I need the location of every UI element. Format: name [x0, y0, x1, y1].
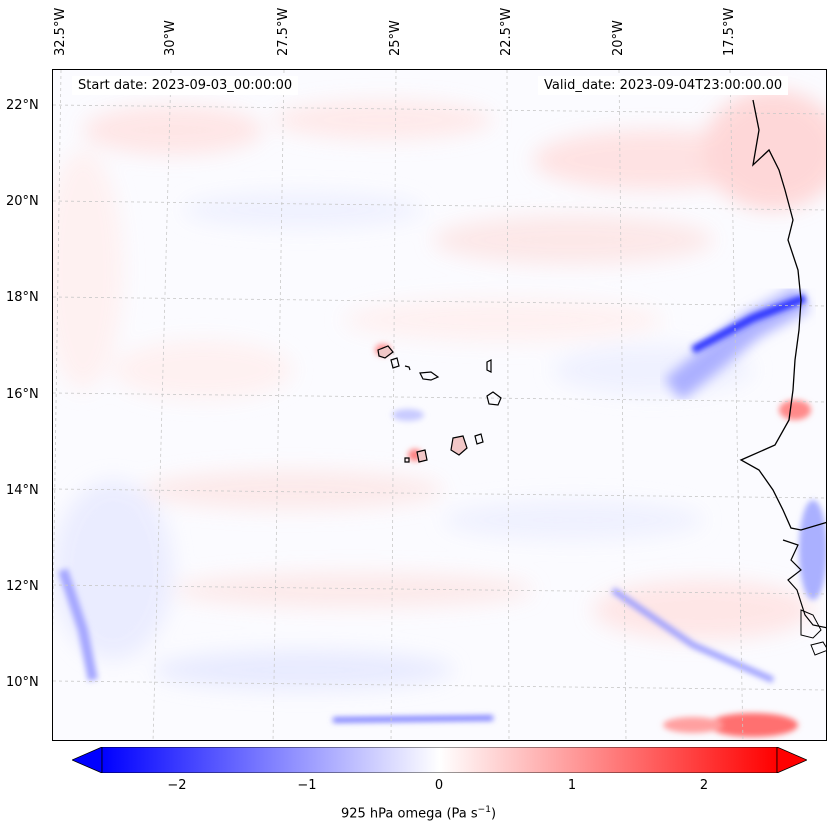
guinea-bissau-coast: [782, 539, 826, 629]
lon-label-32.5w: 32.5°W: [53, 7, 68, 56]
start-date-label: Start date: 2023-09-03_00:00:00: [72, 76, 299, 95]
colorbar-label: 925 hPa omega (Pa s−1): [340, 805, 497, 822]
cape-verde-islands: [377, 345, 502, 463]
omega-field: [53, 70, 826, 740]
lon-label-17.5w: 17.5°W: [722, 7, 737, 56]
lat-label-20n: 20°N: [6, 194, 39, 209]
lon-label-22.5w: 22.5°W: [499, 7, 514, 56]
colorbar-tick-2: 2: [699, 778, 709, 793]
colorbar-gradient: [101, 747, 778, 773]
lon-label-30w: 30°W: [163, 20, 178, 56]
lat-label-16n: 16°N: [6, 387, 39, 402]
colorbar-tick-0: 0: [434, 778, 444, 793]
lon-label-25w: 25°W: [388, 20, 403, 56]
colorbar-extend-low: [72, 747, 103, 773]
valid-date-label: Valid_date: 2023-09-04T23:00:00.00: [538, 76, 789, 95]
lat-label-18n: 18°N: [6, 290, 39, 305]
africa-coastline: [739, 99, 826, 531]
colorbar-tick--1: −1: [297, 778, 317, 793]
lon-label-27.5w: 27.5°W: [276, 7, 291, 56]
lat-label-10n: 10°N: [6, 675, 39, 690]
lat-label-22n: 22°N: [6, 98, 39, 113]
colorbar-tick-1: 1: [567, 778, 577, 793]
map-panel[interactable]: [52, 69, 827, 741]
colorbar: [72, 747, 807, 773]
colorbar-extend-high: [776, 747, 807, 773]
lon-label-20w: 20°W: [611, 20, 626, 56]
lat-label-12n: 12°N: [6, 579, 39, 594]
colorbar-tick--2: −2: [167, 778, 187, 793]
lat-label-14n: 14°N: [6, 483, 39, 498]
